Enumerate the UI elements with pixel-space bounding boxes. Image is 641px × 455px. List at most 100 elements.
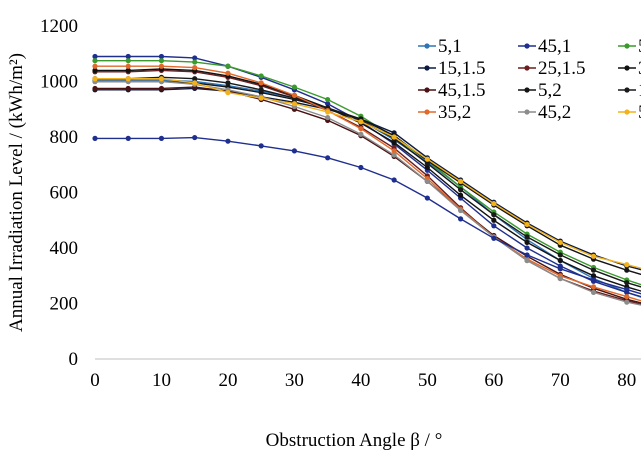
data-point	[92, 67, 98, 73]
legend: 5,1 45,1 5 15,1.5 25,1.5 3 45,1.5 5,2 1 35,2 45,2 5	[412, 36, 641, 128]
data-point	[158, 58, 165, 64]
data-point	[92, 63, 98, 69]
data-point	[457, 192, 464, 198]
data-point	[391, 177, 397, 183]
data-point	[424, 164, 430, 171]
legend-label: 5	[638, 36, 641, 57]
x-tick-label: 70	[551, 370, 570, 391]
data-point	[557, 252, 563, 258]
series-line	[95, 80, 641, 306]
y-tick-label: 1000	[40, 72, 78, 93]
data-point	[391, 139, 397, 146]
x-tick-label: 80	[617, 370, 636, 391]
data-point	[391, 152, 397, 158]
data-point	[158, 63, 165, 69]
y-tick-label: 400	[50, 238, 79, 259]
legend-marker	[424, 43, 430, 49]
x-tick-label: 30	[285, 370, 304, 391]
legend-item: 5,1	[418, 36, 462, 57]
legend-label: 5	[638, 102, 641, 123]
data-point	[624, 262, 630, 268]
data-point	[624, 293, 630, 300]
data-point	[358, 126, 364, 132]
data-point	[358, 119, 364, 125]
x-tick-label: 50	[418, 370, 437, 391]
series-lines	[92, 53, 641, 306]
data-point	[424, 160, 430, 166]
data-point	[457, 178, 464, 184]
legend-label: 35,2	[438, 102, 471, 123]
series-13	[92, 134, 641, 295]
series-line	[95, 68, 641, 292]
data-point	[590, 273, 597, 279]
y-axis-title: Annual Irradiation Level / (kWh/m²)	[6, 53, 27, 332]
data-point	[291, 84, 298, 90]
data-point	[624, 267, 630, 273]
data-point	[291, 92, 298, 98]
data-point	[424, 156, 430, 162]
y-tick-label: 1200	[40, 16, 78, 37]
data-point	[125, 53, 131, 60]
data-point	[225, 70, 231, 76]
data-point	[491, 212, 497, 218]
data-point	[225, 80, 231, 86]
data-point	[325, 101, 331, 107]
data-point	[424, 195, 430, 201]
legend-marker	[624, 109, 630, 115]
data-point	[192, 65, 198, 71]
series-12	[92, 76, 641, 269]
legend-item: 25,1.5	[518, 58, 586, 79]
data-point	[358, 131, 364, 137]
legend-marker	[424, 109, 430, 115]
legend-label: 3	[638, 58, 641, 79]
series-line	[95, 87, 641, 271]
legend-marker	[624, 87, 630, 93]
legend-marker	[524, 109, 530, 115]
data-point	[192, 134, 198, 141]
data-point	[92, 53, 98, 60]
data-point	[192, 76, 198, 82]
x-tick-label: 10	[152, 370, 171, 391]
data-point	[524, 252, 530, 258]
legend-marker	[524, 43, 530, 49]
data-point	[624, 280, 630, 286]
legend-label: 45,1.5	[438, 80, 486, 101]
data-point	[524, 245, 530, 251]
data-point	[325, 114, 331, 121]
data-point	[424, 178, 430, 184]
data-point	[590, 253, 597, 259]
legend-item: 15,1.5	[418, 58, 486, 79]
legend-marker	[524, 87, 530, 93]
data-point	[192, 80, 198, 86]
legend-item: 35,2	[418, 102, 471, 123]
data-point	[624, 299, 630, 305]
data-point	[391, 148, 397, 154]
data-point	[258, 73, 264, 79]
data-point	[391, 134, 397, 140]
data-point	[225, 90, 231, 96]
legend-marker	[624, 43, 630, 49]
y-tick-label: 800	[50, 127, 79, 148]
data-point	[590, 289, 597, 295]
data-point	[125, 67, 131, 73]
x-tick-label: 20	[218, 370, 237, 391]
data-point	[325, 155, 331, 161]
legend-label: 45,2	[538, 102, 571, 123]
data-point	[92, 76, 98, 82]
data-point	[557, 275, 563, 282]
data-point	[258, 143, 264, 149]
legend-item: 5	[618, 102, 641, 123]
y-tick-label: 600	[50, 183, 79, 204]
data-point	[258, 80, 264, 86]
data-point	[491, 217, 497, 223]
legend-item: 5,2	[518, 80, 562, 101]
data-point	[524, 221, 530, 228]
data-point	[92, 85, 98, 92]
legend-item: 5	[618, 36, 641, 57]
data-point	[92, 135, 98, 141]
data-point	[258, 87, 264, 93]
y-tick-label: 0	[69, 349, 79, 370]
data-point	[457, 216, 464, 222]
